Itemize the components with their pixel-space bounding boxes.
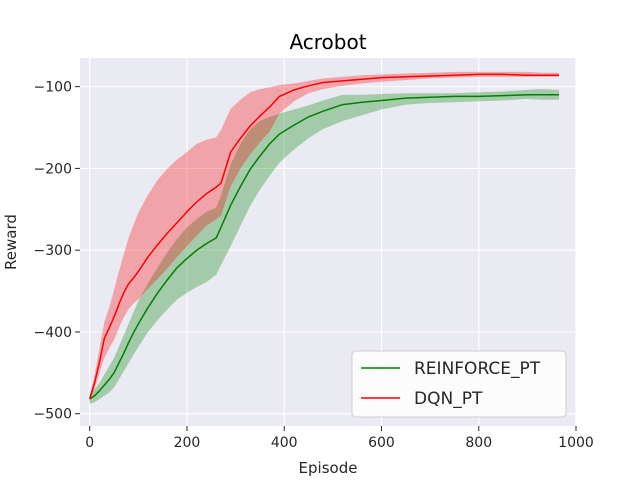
- legend-box: [351, 350, 567, 418]
- line-dqn-pt: [88, 73, 559, 400]
- legend-label-reinforce: REINFORCE_PT: [414, 359, 541, 379]
- legend: REINFORCE_PT DQN_PT: [351, 350, 567, 418]
- x-axis-ticks: 0 200 400 600 800 1000: [85, 426, 594, 451]
- x-tick-label: 800: [465, 435, 492, 451]
- line-reinforce-pt: [89, 94, 559, 400]
- series-lines: [88, 73, 559, 400]
- x-tick-label: 1000: [558, 435, 594, 451]
- y-axis-ticks: −500 −400 −300 −200 −100: [34, 80, 80, 423]
- legend-label-dqn: DQN_PT: [414, 389, 483, 409]
- x-tick-label: 200: [174, 435, 201, 451]
- band-dqn-pt: [89, 71, 559, 402]
- y-tick-label: −500: [34, 407, 72, 423]
- chart-title: Acrobot: [289, 30, 366, 54]
- grid-lines: [80, 58, 577, 426]
- x-tick-label: 400: [271, 435, 298, 451]
- y-tick-label: −100: [34, 80, 72, 96]
- y-tick-label: −400: [34, 325, 72, 341]
- x-tick-label: 0: [85, 435, 94, 451]
- y-tick-label: −300: [34, 243, 72, 259]
- confidence-bands: [89, 71, 559, 404]
- y-tick-label: −200: [34, 161, 72, 177]
- band-reinforce-pt: [89, 89, 559, 404]
- y-axis-title: Reward: [2, 214, 20, 270]
- x-axis-title: Episode: [299, 459, 358, 477]
- x-tick-label: 600: [368, 435, 395, 451]
